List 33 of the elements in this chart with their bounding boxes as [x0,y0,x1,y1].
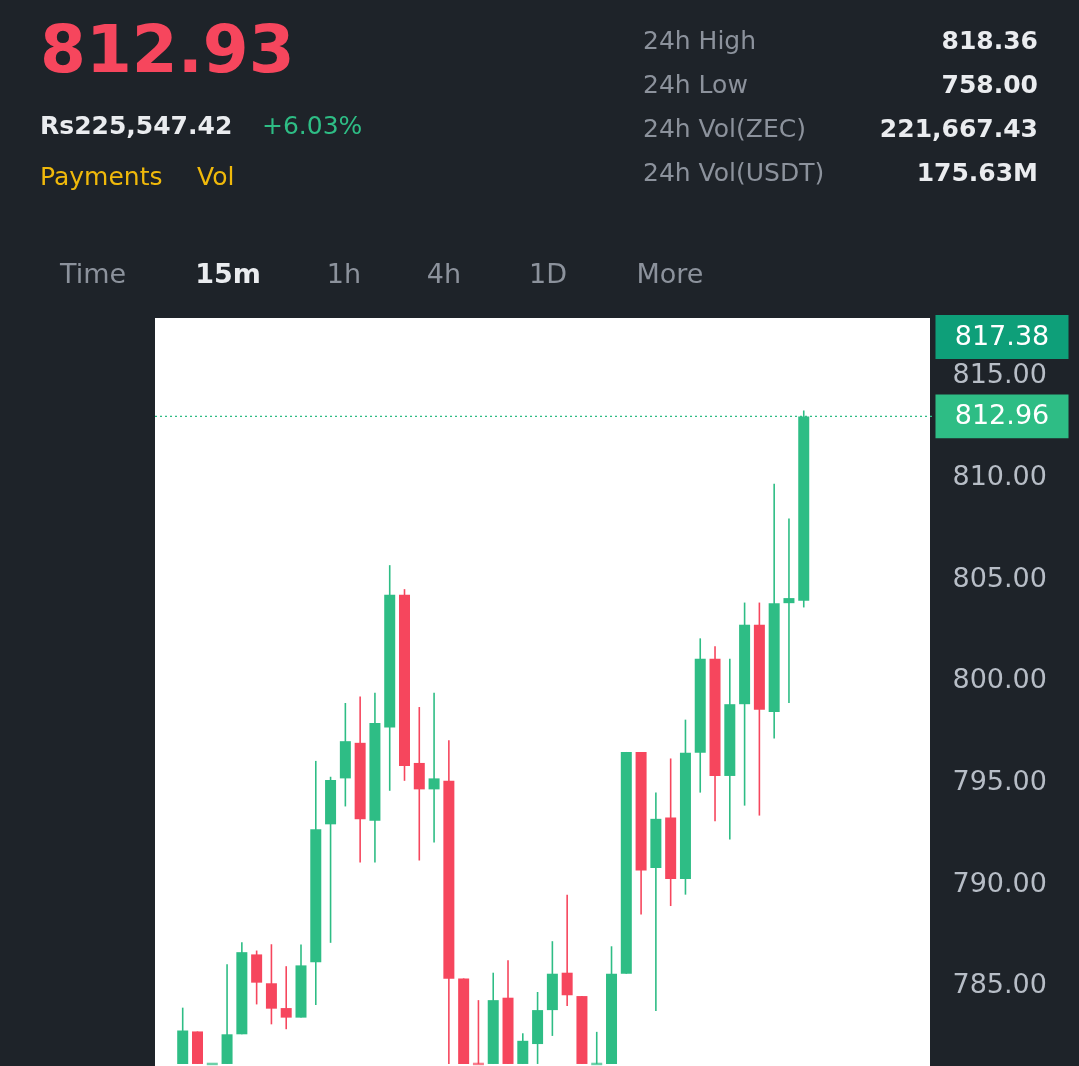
candlestick [280,965,292,1031]
text: More [636,258,704,289]
text: 15m [195,258,261,289]
y-tick-label: 805.00 [952,561,1047,593]
text: Vol [197,162,235,191]
chart-subtitle: Rs225,547.42 [40,111,233,140]
text: 818.36 [941,26,1038,55]
text: 1h [326,258,362,289]
chart-title: 812.93 [40,11,295,88]
text: 758.00 [941,70,1038,99]
text: 221,667.43 [879,114,1038,143]
text: 24h High [643,26,757,55]
candlestick [517,1032,529,1065]
candlestick [428,692,440,844]
y-tick-label: 795.00 [952,764,1047,796]
text: 24h Vol(USDT) [643,158,825,187]
y-tick-label: 810.00 [952,460,1047,492]
text: 1D [529,258,567,289]
text: 175.63M [916,158,1038,187]
text: 24h Vol(ZEC) [643,114,806,143]
text: Time [58,258,127,289]
y-tick-label: 815.00 [952,358,1047,390]
y-tick-label: 790.00 [952,866,1047,898]
y-tick-label: 785.00 [952,968,1047,1000]
y-tick-label: 800.00 [952,663,1047,695]
text: 4h [426,258,462,289]
text: 817.38 [954,320,1050,351]
text: +6.03% [262,111,363,140]
text: Payments [40,162,163,191]
candlestick [561,893,573,1007]
ref-line-label: 812.96 [954,399,1050,431]
candlestick [783,517,795,704]
text: 24h Low [643,70,748,99]
